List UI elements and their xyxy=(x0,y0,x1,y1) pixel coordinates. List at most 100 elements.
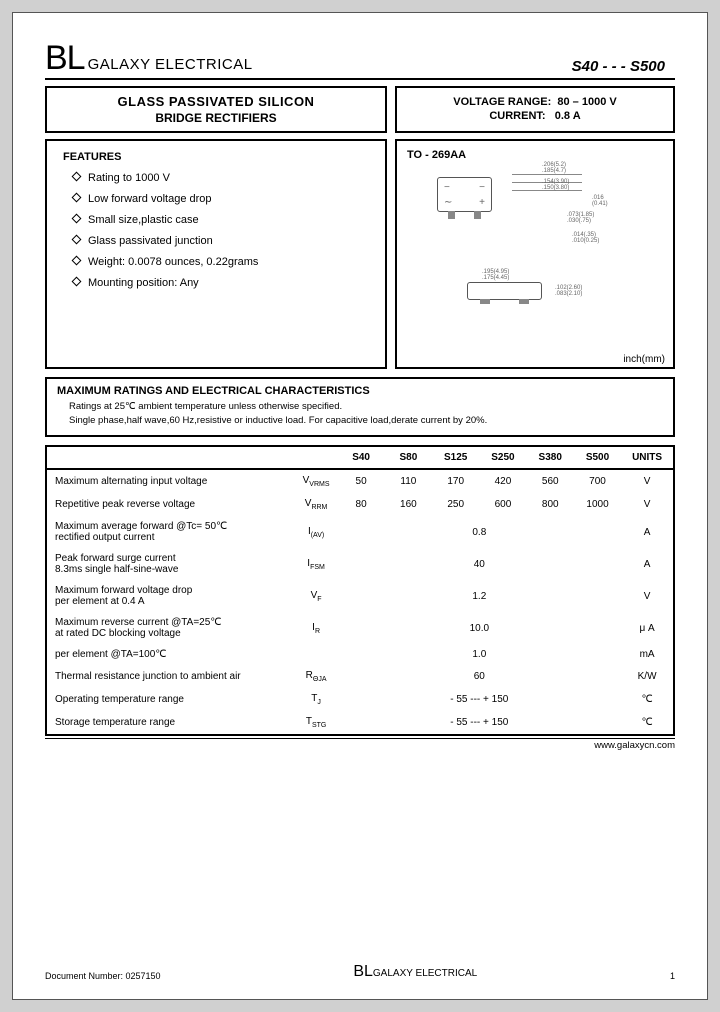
param-cell: Maximum average forward @Tc= 50℃ rectifi… xyxy=(47,516,295,548)
table-row: Thermal resistance junction to ambient a… xyxy=(47,665,673,688)
feature-item: Weight: 0.0078 ounces, 0.22grams xyxy=(73,256,369,268)
logo-block: BLGALAXY ELECTRICAL xyxy=(45,41,253,75)
part-number: S40 - - - S500 xyxy=(572,58,675,75)
voltage-spec: VOLTAGE RANGE: 80 – 1000 V xyxy=(407,96,663,108)
unit-cell: ℃ xyxy=(621,688,673,711)
param-cell: Maximum forward voltage drop per element… xyxy=(47,580,295,612)
title-line1: GLASS PASSIVATED SILICON xyxy=(57,94,375,109)
value-cell-span: 10.0 xyxy=(337,612,621,644)
symbol-cell xyxy=(295,644,338,665)
symbol-cell: VRRM xyxy=(295,493,338,516)
value-cell-span: - 55 --- + 150 xyxy=(337,688,621,711)
features-box: FEATURES Rating to 1000 VLow forward vol… xyxy=(45,139,387,369)
param-cell: Operating temperature range xyxy=(47,688,295,711)
value-cell-span: 60 xyxy=(337,665,621,688)
value-cell: 1000 xyxy=(574,493,621,516)
table-row: Maximum average forward @Tc= 50℃ rectifi… xyxy=(47,516,673,548)
symbol-cell: IFSM xyxy=(295,548,338,580)
diamond-icon xyxy=(72,214,82,224)
unit-cell: μ A xyxy=(621,612,673,644)
value-cell: 110 xyxy=(385,469,432,493)
value-cell: 250 xyxy=(432,493,479,516)
table-header: S500 xyxy=(574,447,621,469)
unit-cell: V xyxy=(621,580,673,612)
footer: Document Number: 0257150 BLGALAXY ELECTR… xyxy=(45,963,675,981)
ratings-note2: Single phase,half wave,60 Hz,resistive o… xyxy=(69,415,663,426)
symbol-cell: RΘJA xyxy=(295,665,338,688)
title-line2: BRIDGE RECTIFIERS xyxy=(57,111,375,125)
value-cell-span: - 55 --- + 150 xyxy=(337,711,621,734)
unit-cell: ℃ xyxy=(621,711,673,734)
table-row: Maximum alternating input voltageVVRMS50… xyxy=(47,469,673,493)
table-row: Maximum reverse current @TA=25℃ at rated… xyxy=(47,612,673,644)
ratings-note1: Ratings at 25℃ ambient temperature unles… xyxy=(69,401,663,412)
table-header: S380 xyxy=(527,447,574,469)
page-number: 1 xyxy=(670,971,675,981)
feature-item: Low forward voltage drop xyxy=(73,193,369,205)
param-cell: Maximum alternating input voltage xyxy=(47,469,295,493)
diamond-icon xyxy=(72,277,82,287)
doc-number: Document Number: 0257150 xyxy=(45,971,161,981)
value-cell: 170 xyxy=(432,469,479,493)
param-cell: Maximum reverse current @TA=25℃ at rated… xyxy=(47,612,295,644)
value-cell: 80 xyxy=(337,493,384,516)
table-row: per element @TA=100℃ 1.0mA xyxy=(47,644,673,665)
symbol-cell: TSTG xyxy=(295,711,338,734)
diamond-icon xyxy=(72,235,82,245)
diamond-icon xyxy=(72,172,82,182)
ratings-heading: MAXIMUM RATINGS AND ELECTRICAL CHARACTER… xyxy=(57,385,663,397)
unit-cell: A xyxy=(621,548,673,580)
symbol-cell: IR xyxy=(295,612,338,644)
param-cell: Thermal resistance junction to ambient a… xyxy=(47,665,295,688)
table-header: UNITS xyxy=(621,447,673,469)
unit-label: inch(mm) xyxy=(623,354,665,365)
diamond-icon xyxy=(72,193,82,203)
param-cell: Repetitive peak reverse voltage xyxy=(47,493,295,516)
value-cell: 800 xyxy=(527,493,574,516)
param-cell: per element @TA=100℃ xyxy=(47,644,295,665)
package-top-view: − − ∼ + xyxy=(437,177,492,212)
value-cell-span: 1.2 xyxy=(337,580,621,612)
param-cell: Peak forward surge current 8.3ms single … xyxy=(47,548,295,580)
package-heading: TO - 269AA xyxy=(407,149,663,161)
param-cell: Storage temperature range xyxy=(47,711,295,734)
table-row: Maximum forward voltage drop per element… xyxy=(47,580,673,612)
value-cell: 160 xyxy=(385,493,432,516)
features-heading: FEATURES xyxy=(63,151,369,163)
table-row: Storage temperature rangeTSTG- 55 --- + … xyxy=(47,711,673,734)
package-drawing: − − ∼ + .206(5.2).185(4.7) .154(3.90).15… xyxy=(407,167,663,337)
value-cell: 600 xyxy=(479,493,526,516)
feature-item: Mounting position: Any xyxy=(73,277,369,289)
table-header: S250 xyxy=(479,447,526,469)
package-box: TO - 269AA − − ∼ + .206(5.2).185(4.7) .1… xyxy=(395,139,675,369)
value-cell: 560 xyxy=(527,469,574,493)
value-cell: 420 xyxy=(479,469,526,493)
table-header: S80 xyxy=(385,447,432,469)
symbol-cell: TJ xyxy=(295,688,338,711)
value-cell: 50 xyxy=(337,469,384,493)
url: www.galaxycn.com xyxy=(45,738,675,751)
ratings-table-box: S40S80S125S250S380S500UNITS Maximum alte… xyxy=(45,445,675,736)
value-cell-span: 40 xyxy=(337,548,621,580)
table-header: S40 xyxy=(337,447,384,469)
header: BLGALAXY ELECTRICAL S40 - - - S500 xyxy=(45,41,675,80)
value-cell: 700 xyxy=(574,469,621,493)
title-box: GLASS PASSIVATED SILICON BRIDGE RECTIFIE… xyxy=(45,86,387,133)
table-row: Repetitive peak reverse voltageVRRM80160… xyxy=(47,493,673,516)
table-row: Peak forward surge current 8.3ms single … xyxy=(47,548,673,580)
table-header: S125 xyxy=(432,447,479,469)
company-name: GALAXY ELECTRICAL xyxy=(88,56,253,73)
current-spec: CURRENT: 0.8 A xyxy=(407,110,663,122)
logo: BL xyxy=(45,39,85,77)
ratings-heading-box: MAXIMUM RATINGS AND ELECTRICAL CHARACTER… xyxy=(45,377,675,437)
package-side-view xyxy=(467,282,542,300)
table-row: Operating temperature rangeTJ- 55 --- + … xyxy=(47,688,673,711)
unit-cell: V xyxy=(621,493,673,516)
value-cell-span: 1.0 xyxy=(337,644,621,665)
unit-cell: V xyxy=(621,469,673,493)
symbol-cell: I(AV) xyxy=(295,516,338,548)
unit-cell: mA xyxy=(621,644,673,665)
footer-logo: BLGALAXY ELECTRICAL xyxy=(353,963,477,981)
symbol-cell: VF xyxy=(295,580,338,612)
unit-cell: A xyxy=(621,516,673,548)
